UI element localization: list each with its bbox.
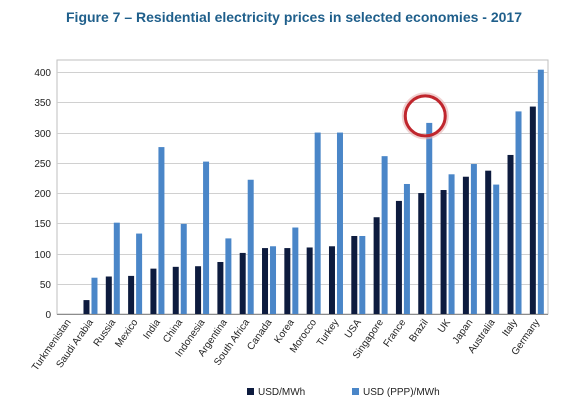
y-tick-label: 100	[34, 250, 51, 261]
y-tick-label: 0	[45, 310, 51, 321]
x-tick-label: UK	[436, 317, 453, 335]
bar	[270, 246, 277, 314]
bar	[262, 248, 269, 314]
bar	[314, 132, 321, 314]
y-tick-label: 400	[34, 68, 51, 79]
y-axis: 0 50 100 150 200 250 300 350 400	[34, 68, 51, 321]
bar	[507, 154, 514, 314]
bar	[328, 246, 335, 314]
bar	[195, 266, 202, 314]
bar	[239, 252, 246, 314]
y-tick-label: 350	[34, 98, 51, 109]
bar	[485, 170, 492, 314]
bar	[203, 161, 210, 314]
bar	[336, 132, 343, 314]
bars	[83, 69, 544, 315]
bar	[470, 164, 477, 314]
bar	[83, 300, 90, 314]
highlight-circle	[403, 94, 447, 138]
x-tick-label: Italy	[500, 317, 520, 338]
bar	[359, 235, 366, 314]
bar	[113, 222, 120, 314]
bar	[128, 275, 135, 314]
legend-label: USD/MWh	[258, 387, 305, 398]
chart-title: Figure 7 – Residential electricity price…	[66, 9, 522, 25]
bar	[395, 200, 402, 314]
bar	[493, 184, 500, 314]
bar	[515, 111, 522, 315]
legend-swatch	[352, 388, 359, 395]
bar	[418, 193, 425, 314]
bar	[373, 217, 380, 314]
legend-swatch	[247, 388, 254, 395]
bar	[217, 261, 224, 314]
y-tick-label: 150	[34, 219, 51, 230]
legend-label: USD (PPP)/MWh	[363, 387, 440, 398]
x-tick-label: Brazil	[407, 317, 430, 344]
legend: USD/MWh USD (PPP)/MWh	[247, 387, 440, 398]
bar	[158, 147, 165, 314]
y-tick-label: 50	[40, 280, 52, 291]
bar	[284, 248, 291, 314]
bar	[381, 156, 388, 314]
bar	[225, 238, 232, 314]
bar	[462, 176, 469, 314]
bar	[150, 268, 157, 314]
x-tick-label: India	[141, 317, 163, 341]
bar	[306, 247, 313, 314]
bar	[448, 174, 455, 314]
bar	[292, 227, 299, 314]
x-tick-label: Turkey	[315, 317, 341, 348]
x-tick-label: France	[382, 317, 409, 349]
bar	[247, 179, 254, 314]
bar	[529, 106, 536, 314]
bar	[426, 122, 433, 315]
annotations	[401, 92, 449, 140]
bar	[403, 183, 410, 314]
bar	[105, 276, 112, 314]
bar	[172, 266, 179, 314]
bar	[537, 69, 544, 315]
bar	[180, 223, 187, 314]
y-tick-label: 200	[34, 189, 51, 200]
bar	[351, 235, 358, 314]
y-tick-label: 250	[34, 159, 51, 170]
bar	[136, 233, 143, 314]
bar	[91, 277, 98, 314]
y-tick-label: 300	[34, 129, 51, 140]
x-tick-label: USA	[343, 317, 364, 340]
x-tick-label: Mexico	[113, 317, 140, 350]
bar	[440, 190, 447, 314]
